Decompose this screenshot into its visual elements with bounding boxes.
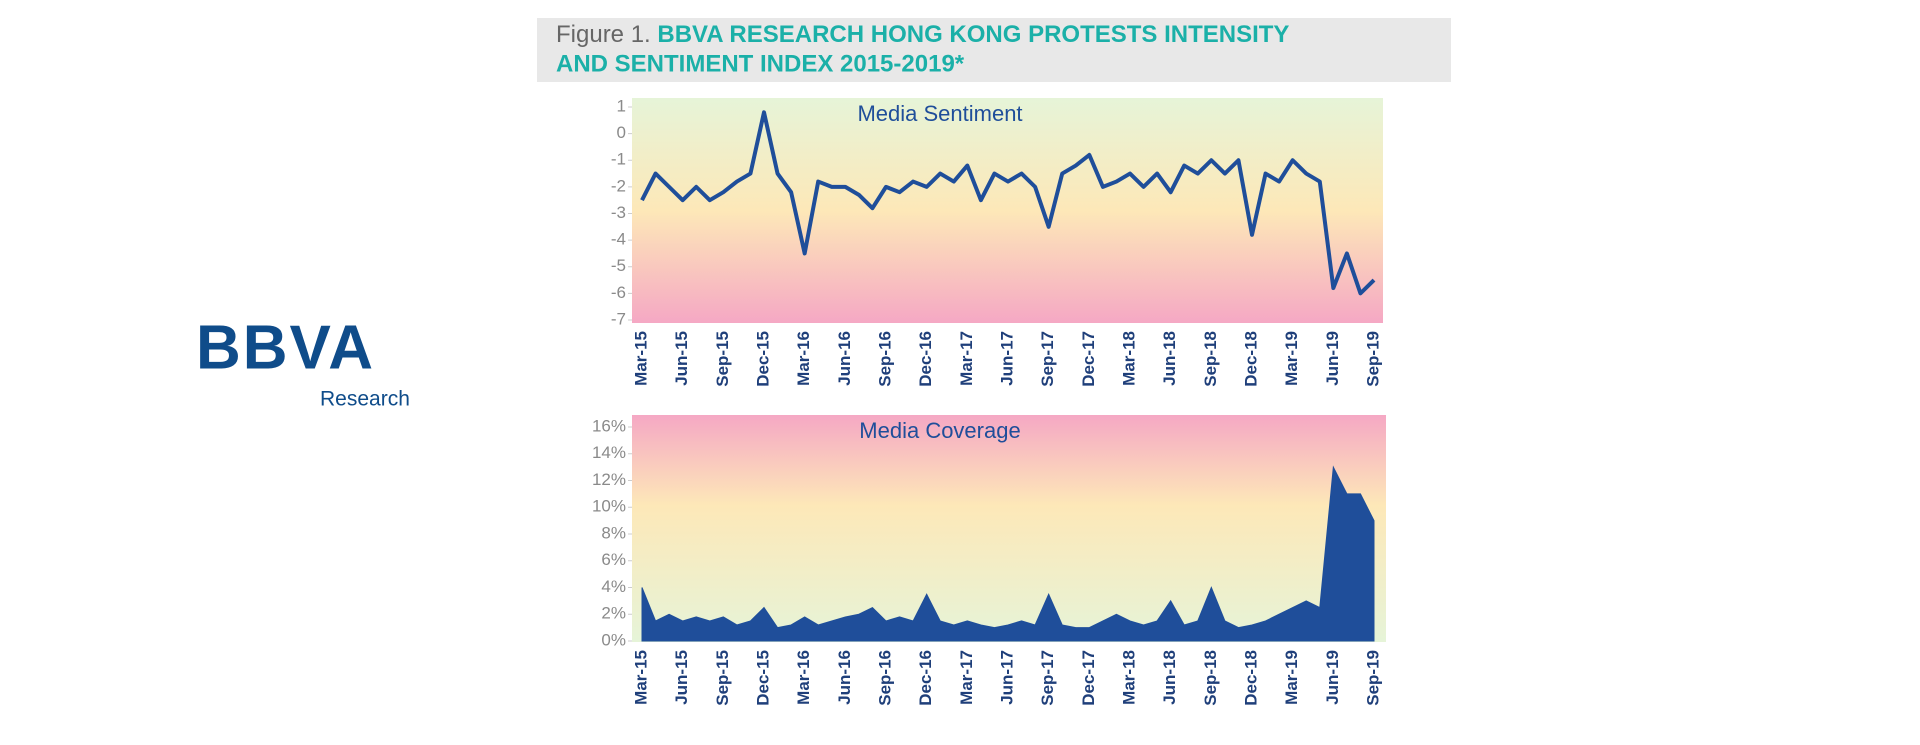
- figure-title: Figure 1. BBVA RESEARCH HONG KONG PROTES…: [556, 21, 1289, 48]
- area-series: [641, 465, 1375, 642]
- y-tick-label: -3: [611, 203, 626, 222]
- title-box: [537, 18, 1451, 82]
- y-tick-label: 10%: [592, 497, 626, 516]
- x-tick-label: Jun-16: [835, 331, 854, 386]
- x-tick-label: Mar-17: [957, 650, 976, 705]
- y-tick-label: 14%: [592, 443, 626, 462]
- x-tick-label: Jun-16: [835, 650, 854, 705]
- title-line: AND SENTIMENT INDEX 2015-2019*: [556, 50, 965, 77]
- y-tick-label: -1: [611, 150, 626, 169]
- logo-subtitle: Research: [320, 388, 410, 411]
- x-tick-label: Sep-18: [1201, 650, 1220, 706]
- x-tick-label: Dec-16: [916, 331, 935, 387]
- plot-background: [632, 415, 1386, 642]
- x-tick-label: Jun-18: [1160, 331, 1179, 386]
- x-tick-label: Dec-16: [916, 650, 935, 706]
- x-tick-label: Mar-15: [631, 331, 650, 386]
- y-tick-label: 4%: [601, 577, 626, 596]
- y-tick-label: 12%: [592, 470, 626, 489]
- x-tick-label: Jun-15: [672, 331, 691, 386]
- x-tick-label: Dec-15: [753, 650, 772, 706]
- y-tick-label: 0: [617, 123, 626, 142]
- x-tick-label: Mar-19: [1282, 650, 1301, 705]
- chart-title: Media Sentiment: [857, 101, 1022, 126]
- plot-background: [632, 98, 1383, 323]
- x-tick-label: Jun-15: [672, 650, 691, 705]
- y-tick-label: 8%: [601, 523, 626, 542]
- y-tick-label: -2: [611, 176, 626, 195]
- y-tick-label: 2%: [601, 604, 626, 623]
- line-series: [640, 110, 1376, 296]
- y-tick-label: -5: [611, 256, 626, 275]
- x-tick-label: Dec-17: [1079, 650, 1098, 706]
- x-tick-label: Dec-17: [1079, 331, 1098, 387]
- x-tick-label: Mar-18: [1119, 650, 1138, 705]
- y-tick-label: 6%: [601, 550, 626, 569]
- logo-brand: BBVA: [196, 313, 375, 382]
- x-tick-label: Jun-19: [1323, 331, 1342, 386]
- figure-label: Figure 1.: [556, 21, 657, 48]
- x-tick-label: Jun-17: [997, 331, 1016, 386]
- y-tick-label: -6: [611, 283, 626, 302]
- y-tick-label: -4: [611, 230, 626, 249]
- x-tick-label: Sep-16: [875, 650, 894, 706]
- chart-title: Media Coverage: [859, 418, 1020, 443]
- y-tick-label: -7: [611, 309, 626, 328]
- x-tick-label: Dec-18: [1241, 650, 1260, 706]
- x-tick-label: Mar-16: [794, 331, 813, 386]
- x-tick-label: Sep-19: [1363, 650, 1382, 706]
- x-tick-label: Sep-15: [713, 650, 732, 706]
- x-tick-label: Sep-15: [713, 331, 732, 387]
- x-tick-label: Mar-19: [1282, 331, 1301, 386]
- y-tick-label: 1: [617, 96, 626, 115]
- x-tick-label: Mar-15: [631, 650, 650, 705]
- x-tick-label: Sep-17: [1038, 331, 1057, 387]
- x-tick-label: Jun-17: [997, 650, 1016, 705]
- x-tick-label: Jun-18: [1160, 650, 1179, 705]
- y-tick-label: 0%: [601, 630, 626, 649]
- x-tick-label: Sep-17: [1038, 650, 1057, 706]
- x-tick-label: Jun-19: [1323, 650, 1342, 705]
- y-tick-label: 16%: [592, 416, 626, 435]
- x-tick-label: Dec-18: [1241, 331, 1260, 387]
- x-tick-label: Mar-18: [1119, 331, 1138, 386]
- title-line: BBVA RESEARCH HONG KONG PROTESTS INTENSI…: [657, 21, 1289, 48]
- x-tick-label: Sep-16: [875, 331, 894, 387]
- x-tick-label: Dec-15: [753, 331, 772, 387]
- x-tick-label: Mar-16: [794, 650, 813, 705]
- x-tick-label: Mar-17: [957, 331, 976, 386]
- x-tick-label: Sep-19: [1363, 331, 1382, 387]
- x-tick-label: Sep-18: [1201, 331, 1220, 387]
